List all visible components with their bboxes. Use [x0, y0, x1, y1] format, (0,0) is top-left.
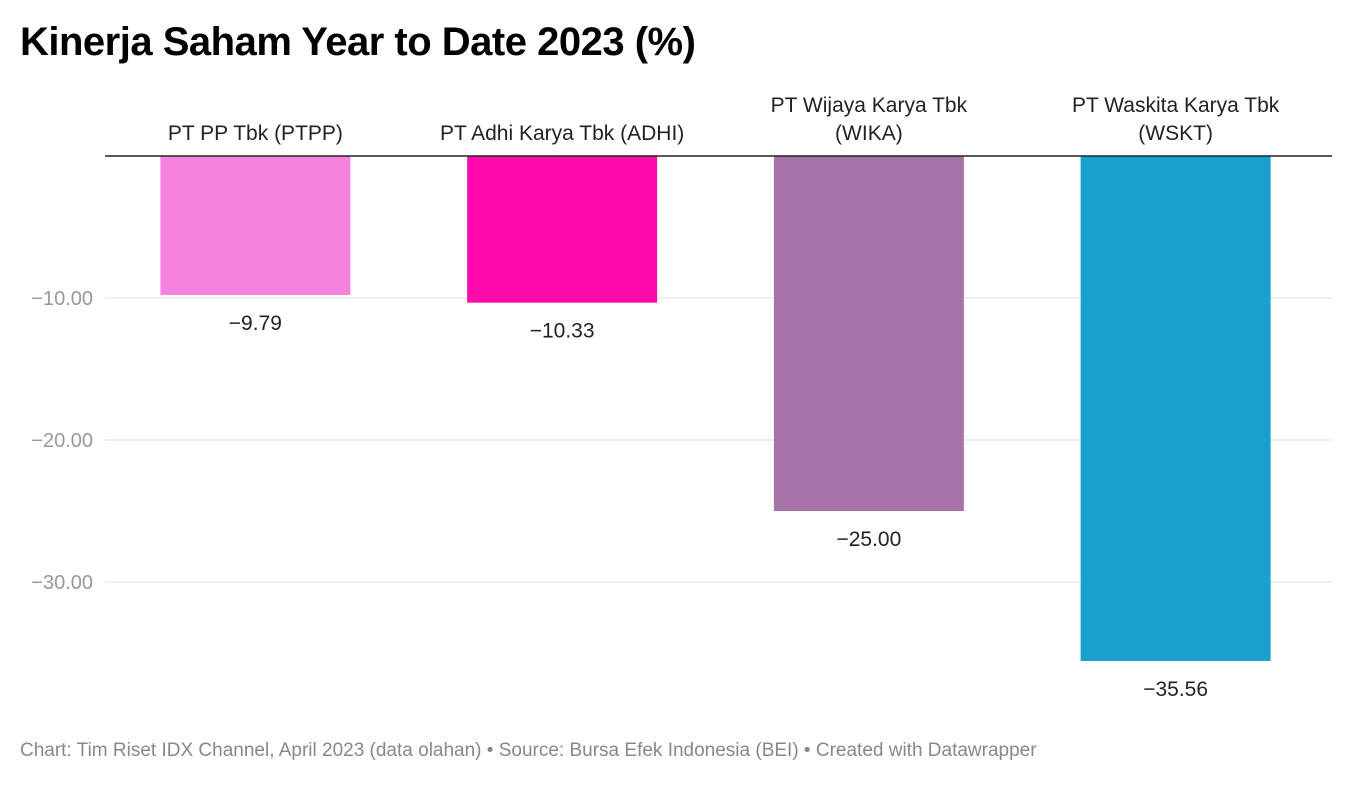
bar	[773, 156, 964, 511]
chart-footer: Chart: Tim Riset IDX Channel, April 2023…	[20, 740, 1037, 761]
y-tick-label: −30.00	[31, 572, 93, 594]
value-label: −9.79	[229, 312, 282, 335]
category-label: PT Wijaya Karya Tbk	[771, 94, 968, 117]
value-label: −25.00	[836, 528, 901, 551]
bar	[1080, 156, 1271, 661]
category-label: (WIKA)	[835, 122, 903, 145]
bar	[160, 156, 351, 296]
category-label: (WSKT)	[1138, 122, 1213, 145]
y-tick-label: −10.00	[31, 288, 93, 310]
y-tick-label: −20.00	[31, 430, 93, 452]
bar	[467, 156, 658, 303]
chart-title: Kinerja Saham Year to Date 2023 (%)	[20, 20, 696, 64]
category-label: PT Waskita Karya Tbk	[1072, 94, 1280, 117]
value-label: −10.33	[530, 320, 595, 343]
value-label: −35.56	[1143, 678, 1208, 701]
category-label: PT Adhi Karya Tbk (ADHI)	[440, 122, 684, 145]
category-label: PT PP Tbk (PTPP)	[168, 122, 343, 145]
